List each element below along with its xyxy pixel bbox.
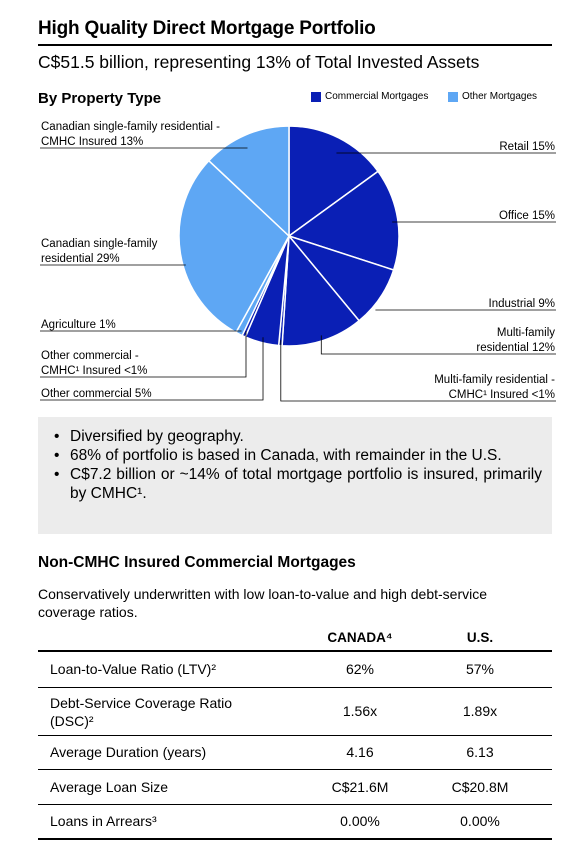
row-label: Loan-to-Value Ratio (LTV)² [50, 661, 216, 677]
commercial-table: CANADA⁴ U.S. Loan-to-Value Ratio (LTV)² … [38, 624, 552, 840]
table-row: Average Loan Size C$21.6M C$20.8M [38, 770, 552, 805]
cell-canada: 1.56x [342, 703, 378, 719]
cell-canada: 62% [345, 661, 375, 677]
slice-label: CMHC Insured 13% [41, 136, 143, 148]
cell-canada: C$21.6M [331, 779, 389, 795]
commercial-description: Conservatively underwritten with low loa… [38, 586, 488, 620]
row-label: Average Loan Size [50, 779, 169, 795]
leader-line [40, 331, 247, 378]
title-divider [38, 44, 552, 46]
slice-label: Agriculture 1% [41, 319, 116, 331]
column-header-canada: CANADA⁴ [327, 630, 393, 645]
slice-label: Multi-family [497, 327, 555, 339]
commercial-section-title: Non-CMHC Insured Commercial Mortgages [38, 554, 356, 571]
slice-label: CMHC¹ Insured <1% [41, 365, 147, 377]
slice-label: Multi-family residential - [434, 374, 555, 386]
legend-swatch-commercial [311, 91, 321, 102]
chart-section-title: By Property Type [38, 90, 162, 107]
bullet-item: Diversified by geography. [54, 427, 542, 446]
slice-label: Canadian single-family residential - [41, 121, 220, 133]
row-label: Loans in Arrears³ [50, 813, 157, 829]
slice-label: Other commercial - [41, 350, 139, 362]
legend-item-commercial: Commercial Mortgages [311, 91, 428, 102]
cell-us: 57% [465, 661, 495, 677]
page-title: High Quality Direct Mortgage Portfolio [38, 18, 376, 39]
table-header-rule [38, 650, 552, 652]
slice-label: Office 15% [499, 210, 555, 222]
cell-canada: 4.16 [346, 744, 374, 760]
pie-slice [288, 125, 380, 238]
legend-label-commercial: Commercial Mortgages [325, 91, 429, 102]
cell-us: 0.00% [460, 813, 500, 829]
slice-label: Other commercial 5% [41, 388, 152, 400]
summary-bullets: Diversified by geography. 68% of portfol… [38, 417, 552, 534]
pie-slice [287, 170, 400, 271]
cell-us: 1.89x [462, 703, 498, 719]
pie-slice [281, 234, 361, 347]
table-header: CANADA⁴ U.S. [38, 624, 552, 650]
bullet-item: 68% of portfolio is based in Canada, wit… [54, 446, 542, 465]
leader-line [280, 340, 556, 402]
table-row: Loans in Arrears³ 0.00% 0.00% [38, 805, 552, 840]
pie-slice [178, 159, 290, 334]
column-header-us: U.S. [466, 630, 494, 645]
bullet-item: C$7.2 billion or ~14% of total mortgage … [54, 465, 542, 503]
slice-label: residential 12% [476, 342, 555, 354]
legend-label-other: Other Mortgages [462, 91, 538, 102]
page-subtitle: C$51.5 billion, representing 13% of Tota… [38, 52, 480, 72]
slice-label: Industrial 9% [489, 298, 555, 310]
cell-us: C$20.8M [451, 779, 509, 795]
row-label: Average Duration (years) [50, 744, 207, 760]
table-row: Loan-to-Value Ratio (LTV)² 62% 57% [38, 652, 552, 688]
leader-line [40, 337, 264, 401]
leader-line [320, 335, 556, 355]
legend-item-other: Other Mortgages [448, 91, 537, 102]
cell-canada: 0.00% [340, 813, 380, 829]
pie-chart: Retail 15% Office 15% Industrial 9% Multi-f… [40, 121, 556, 402]
cell-us: 6.13 [466, 744, 494, 760]
slice-label: Retail 15% [499, 141, 555, 153]
pie-slice [207, 125, 290, 238]
table-row: Debt-Service Coverage Ratio (DSC)² 1.56x… [38, 688, 552, 736]
slice-label: Canadian single-family [41, 238, 158, 250]
slice-label: residential 29% [41, 253, 120, 265]
row-label: Debt-Service Coverage Ratio (DSC)² [50, 695, 233, 729]
table-row: Average Duration (years) 4.16 6.13 [38, 736, 552, 770]
legend-swatch-other [448, 91, 458, 102]
slice-label: CMHC¹ Insured <1% [449, 389, 555, 401]
